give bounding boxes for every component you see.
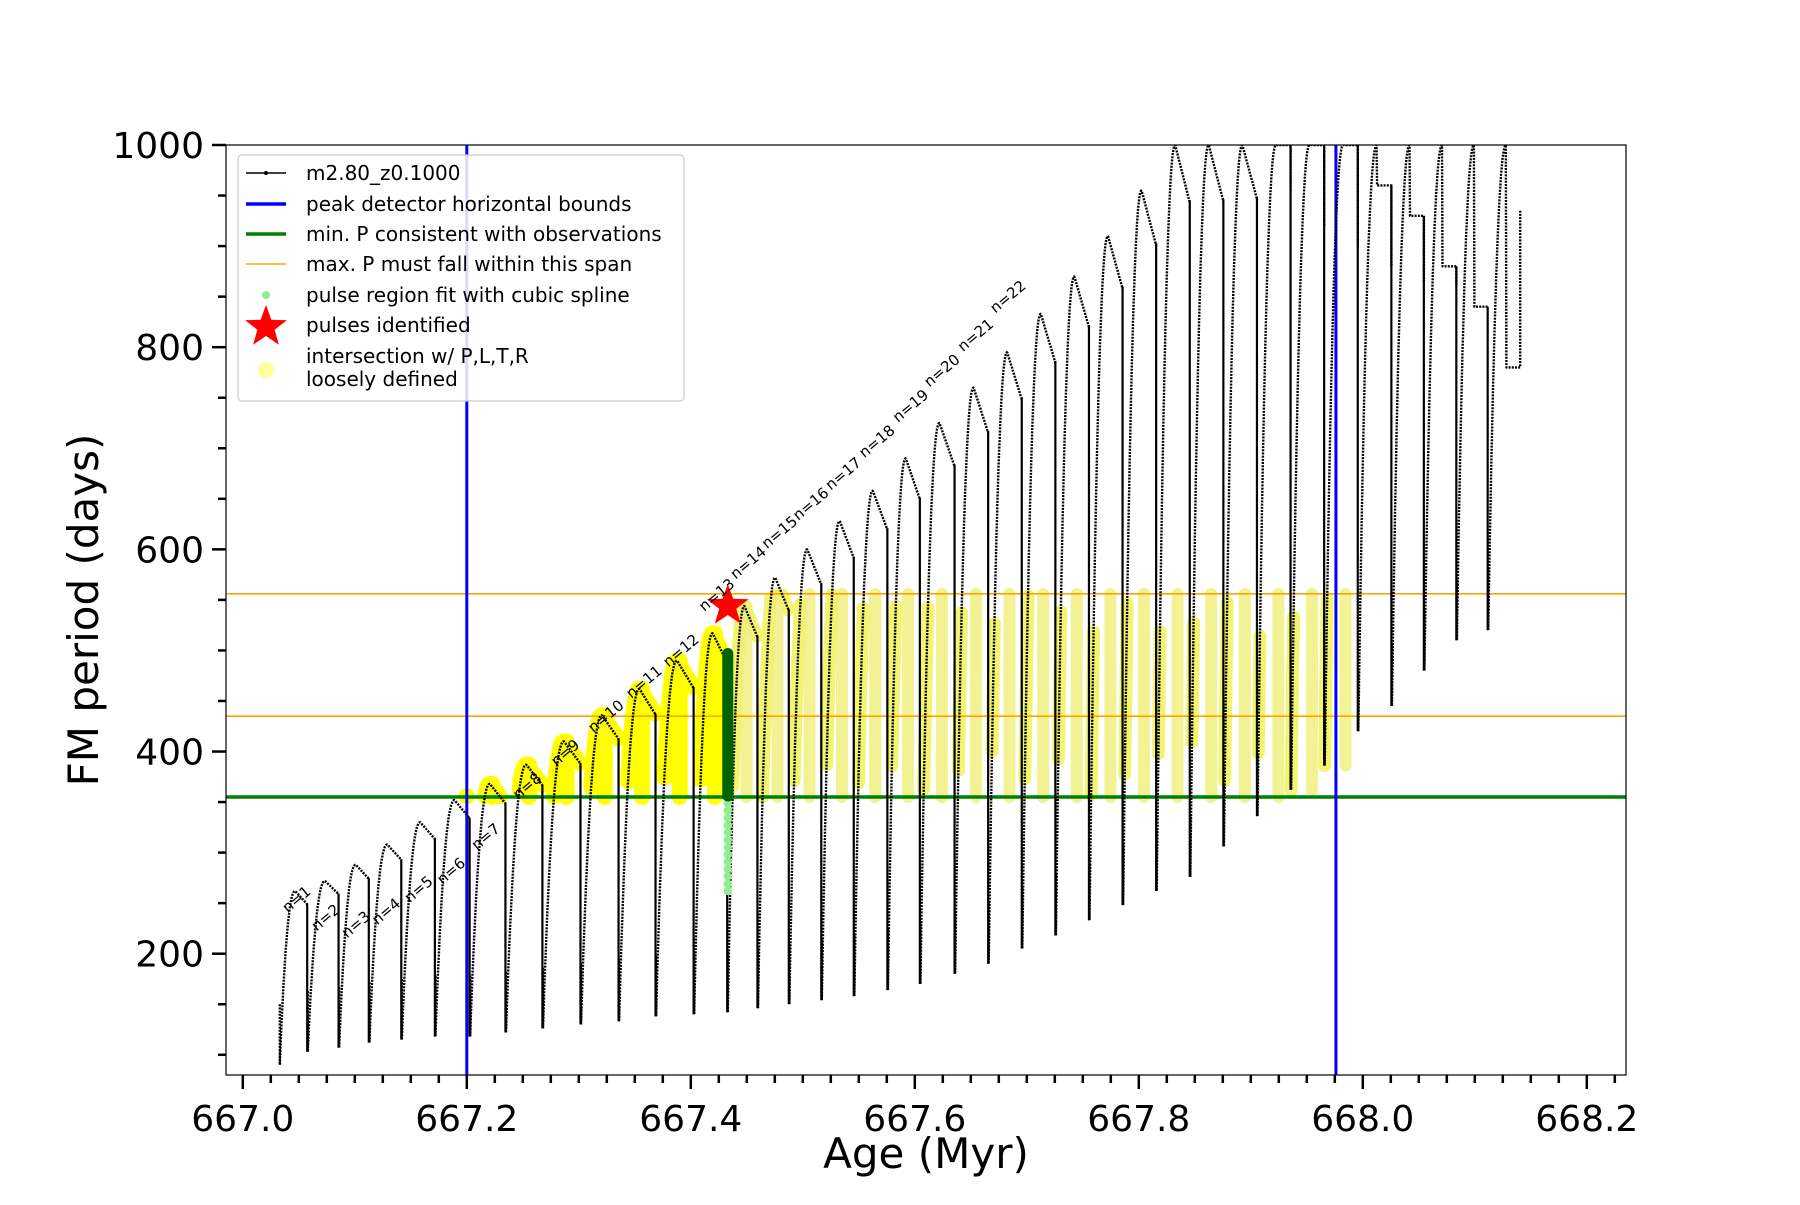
- intersection-region-pulse: [1018, 589, 1035, 785]
- y-tick-label: 600: [135, 530, 204, 571]
- model-pulse-curve: [1455, 145, 1489, 642]
- model-pulse-curve: [1222, 145, 1259, 848]
- legend-label: peak detector horizontal bounds: [306, 192, 632, 216]
- model-pulse-curve: [1121, 189, 1158, 907]
- model-pulse-curve: [1289, 145, 1326, 792]
- legend-handle-marker: [264, 171, 268, 175]
- legend-label: m2.80_z0.1000: [306, 161, 461, 185]
- model-pulse-curve: [853, 489, 889, 998]
- spline-fit-point: [723, 872, 732, 881]
- legend-handle-star: [245, 305, 287, 345]
- model-pulse-curve: [693, 632, 729, 1016]
- spline-fit-point: [723, 821, 732, 830]
- model-pulse-curve: [400, 821, 436, 1041]
- x-axis-label: Age (Myr): [823, 1129, 1029, 1178]
- legend-handle-big-dot: [258, 362, 274, 378]
- legend-label: pulses identified: [306, 313, 471, 337]
- legend-label: pulse region fit with cubic spline: [306, 283, 630, 307]
- model-pulse-curve: [1423, 145, 1458, 672]
- model-pulse-curve: [1189, 145, 1225, 879]
- model-pulse-curve: [1390, 145, 1426, 708]
- spline-fit-point: [723, 879, 732, 888]
- model-pulse-curve: [756, 576, 791, 1010]
- pulse-number-label: n=5: [401, 872, 437, 906]
- pulse-number-label: n=1: [279, 882, 315, 916]
- y-tick-label: 400: [135, 733, 204, 774]
- model-pulse-curve: [1357, 145, 1393, 733]
- pulse-number-label: n=16: [789, 484, 832, 524]
- model-pulse-curve: [541, 740, 582, 1030]
- pulse-number-label: n=20: [920, 350, 963, 390]
- x-tick-label: 667.6: [863, 1099, 966, 1140]
- legend-label: max. P must fall within this span: [306, 252, 632, 276]
- plot-frame: [225, 144, 1627, 1076]
- model-pulse-curve: [1088, 234, 1124, 922]
- model-pulse-curve: [306, 879, 340, 1053]
- pulse-number-label: n=19: [889, 386, 932, 426]
- model-pulse-curve: [654, 659, 695, 1018]
- legend-label: intersection w/ P,L,T,R: [306, 344, 529, 368]
- spline-fit-point: [723, 799, 732, 808]
- spline-fit-point: [723, 886, 732, 896]
- spline-fit-point: [723, 813, 732, 823]
- legend-label: min. P consistent with observations: [306, 222, 662, 246]
- model-pulse-curve: [337, 863, 370, 1049]
- identified-pulse-star: [706, 584, 749, 624]
- y-tick-label: 1000: [112, 126, 204, 167]
- y-tick-label: 200: [135, 935, 204, 976]
- model-pulse-curve: [1054, 275, 1091, 937]
- model-pulse-curve: [919, 421, 956, 986]
- spline-fit-point: [723, 850, 732, 859]
- spline-fit-point: [723, 806, 732, 815]
- model-pulse-curve: [1323, 145, 1359, 767]
- legend-handle-dot: [262, 291, 270, 299]
- x-tick-label: 668.2: [1535, 1099, 1638, 1140]
- pulse-number-label: n=17: [822, 454, 865, 494]
- pulse-number-label: n=6: [433, 854, 469, 888]
- model-pulse-curve: [953, 386, 990, 976]
- y-axis-label: FM period (days): [59, 434, 108, 787]
- model-pulse-curve: [820, 519, 855, 1002]
- x-tick-label: 667.0: [191, 1099, 294, 1140]
- spline-fit-point: [723, 828, 732, 837]
- pulse-number-label: n=14: [727, 543, 770, 583]
- model-pulse-curve: [987, 351, 1023, 965]
- pulse-number-label: n=4: [368, 894, 404, 928]
- pulse-number-label: n=21: [954, 315, 997, 355]
- x-tick-label: 667.2: [415, 1099, 518, 1140]
- x-tick-label: 668.0: [1311, 1099, 1414, 1140]
- legend-label-line2: loosely defined: [306, 367, 458, 391]
- x-tick-label: 667.4: [639, 1099, 742, 1140]
- model-pulse-curve: [368, 843, 403, 1044]
- spline-fit-point: [723, 864, 732, 874]
- spline-fit-point: [723, 857, 732, 866]
- pulse-number-label: n=18: [855, 421, 898, 461]
- model-pulse-curve: [278, 889, 309, 1067]
- spline-fit-point: [723, 842, 732, 852]
- model-pulse-curve: [469, 782, 507, 1038]
- legend-box: [237, 154, 685, 402]
- pulse-number-label: n=7: [468, 820, 504, 854]
- model-pulse-curve: [434, 798, 471, 1038]
- x-tick-label: 667.8: [1087, 1099, 1190, 1140]
- spline-fit-point: [723, 835, 732, 845]
- y-tick-label: 800: [135, 328, 204, 369]
- model-pulse-curve: [504, 763, 544, 1034]
- model-pulse-curve: [617, 687, 657, 1023]
- model-pulse-curve: [1021, 312, 1057, 950]
- pulse-number-label: n=22: [986, 277, 1029, 317]
- model-pulse-curve: [1487, 145, 1522, 632]
- model-pulse-curve: [726, 604, 759, 1014]
- model-pulse-curve: [1256, 145, 1292, 818]
